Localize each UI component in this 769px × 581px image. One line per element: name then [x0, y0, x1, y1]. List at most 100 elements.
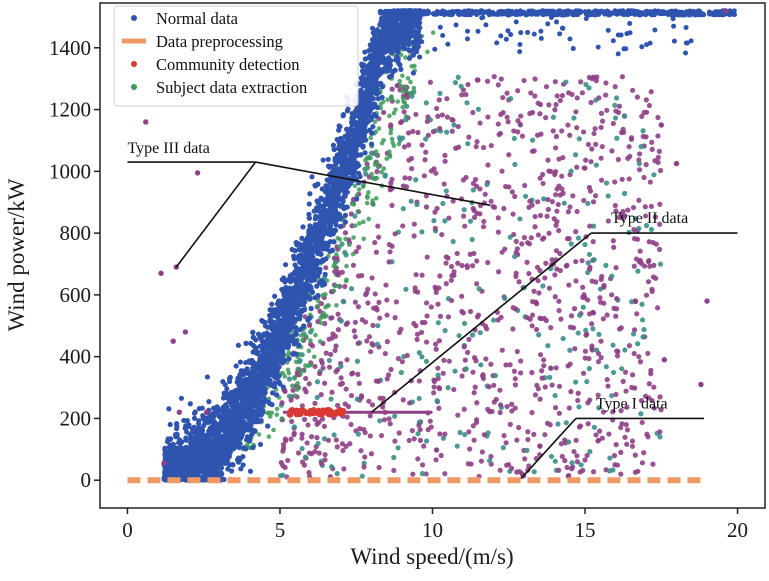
- abnormal-point: [652, 214, 658, 220]
- abnormal-point: [574, 453, 580, 459]
- abnormal-point: [604, 376, 610, 383]
- abnormal-point: [643, 292, 650, 298]
- extracted-point: [274, 406, 280, 412]
- abnormal-point: [585, 141, 592, 148]
- abnormal-point: [475, 77, 481, 83]
- abnormal-point: [488, 198, 494, 204]
- extracted-point: [640, 334, 646, 340]
- abnormal-point: [651, 384, 657, 390]
- abnormal-point: [629, 443, 636, 449]
- abnormal-point: [464, 349, 471, 356]
- abnormal-point: [439, 112, 445, 118]
- abnormal-point: [581, 197, 587, 204]
- abnormal-point: [433, 346, 439, 352]
- abnormal-point: [537, 111, 543, 117]
- extracted-point: [373, 149, 379, 154]
- extracted-point: [413, 177, 419, 183]
- abnormal-point: [314, 421, 320, 427]
- extracted-point: [387, 154, 393, 159]
- normal-point: [224, 386, 230, 392]
- abnormal-point: [442, 152, 448, 158]
- abnormal-point: [299, 431, 305, 437]
- abnormal-point: [372, 239, 378, 246]
- abnormal-point: [574, 164, 580, 170]
- abnormal-point: [573, 258, 579, 265]
- extracted-point: [567, 347, 573, 353]
- abnormal-point: [396, 430, 402, 436]
- abnormal-point: [465, 461, 471, 467]
- abnormal-point: [446, 358, 452, 364]
- abnormal-point: [319, 360, 325, 366]
- extracted-point: [363, 171, 369, 177]
- abnormal-point: [323, 350, 329, 356]
- abnormal-point: [501, 432, 507, 439]
- abnormal-point: [639, 460, 646, 466]
- normal-point: [395, 60, 402, 66]
- abnormal-point: [391, 467, 397, 474]
- abnormal-point: [612, 84, 618, 90]
- extracted-point: [522, 193, 529, 199]
- abnormal-point: [613, 208, 619, 214]
- abnormal-point: [610, 409, 616, 415]
- extracted-point: [578, 462, 584, 468]
- extracted-point: [593, 162, 599, 168]
- abnormal-point: [531, 431, 537, 437]
- abnormal-point: [618, 449, 624, 455]
- normal-point: [166, 464, 172, 470]
- extracted-point: [590, 223, 597, 229]
- abnormal-point: [413, 111, 419, 118]
- extracted-point: [337, 237, 343, 242]
- extracted-point: [314, 394, 320, 401]
- normal-point: [368, 114, 374, 120]
- abnormal-point: [466, 134, 472, 140]
- abnormal-point: [552, 107, 558, 113]
- normal-point: [337, 124, 343, 130]
- normal-point: [300, 224, 306, 230]
- abnormal-point: [517, 121, 523, 127]
- extracted-point: [354, 193, 360, 198]
- abnormal-point: [381, 109, 387, 116]
- abnormal-point: [552, 192, 559, 198]
- abnormal-point: [507, 421, 513, 427]
- extracted-point: [639, 317, 646, 323]
- extracted-point: [572, 152, 579, 158]
- extracted-point: [545, 343, 551, 349]
- abnormal-point: [532, 392, 539, 398]
- extracted-point: [419, 229, 425, 235]
- extracted-point: [387, 149, 392, 155]
- extracted-point: [425, 49, 430, 55]
- abnormal-point: [603, 80, 609, 86]
- abnormal-point: [328, 351, 334, 358]
- normal-point: [401, 20, 407, 26]
- abnormal-point: [556, 156, 562, 162]
- abnormal-point: [653, 241, 659, 247]
- extracted-point: [308, 338, 313, 343]
- abnormal-point: [454, 250, 460, 257]
- normal-point: [289, 246, 295, 253]
- normal-point: [415, 43, 422, 50]
- abnormal-point: [557, 267, 563, 274]
- extracted-point: [423, 358, 430, 364]
- extracted-point: [632, 216, 639, 222]
- abnormal-point: [424, 118, 430, 125]
- abnormal-point: [639, 113, 645, 120]
- abnormal-point: [322, 457, 328, 463]
- abnormal-point: [335, 402, 341, 409]
- abnormal-point: [652, 158, 658, 164]
- normal-point: [377, 80, 383, 87]
- abnormal-point: [376, 234, 382, 240]
- extracted-point: [398, 83, 403, 89]
- extracted-point: [462, 431, 468, 438]
- normal-point: [291, 253, 297, 259]
- abnormal-point: [628, 135, 635, 141]
- extracted-point: [437, 90, 443, 96]
- extracted-point: [391, 110, 397, 116]
- abnormal-point: [312, 416, 318, 422]
- extracted-point: [354, 358, 361, 364]
- abnormal-point: [647, 179, 653, 185]
- abnormal-point: [566, 405, 572, 411]
- extracted-point: [590, 326, 596, 332]
- normal-point: [360, 143, 366, 149]
- extracted-point: [387, 113, 392, 119]
- extracted-point: [384, 156, 389, 162]
